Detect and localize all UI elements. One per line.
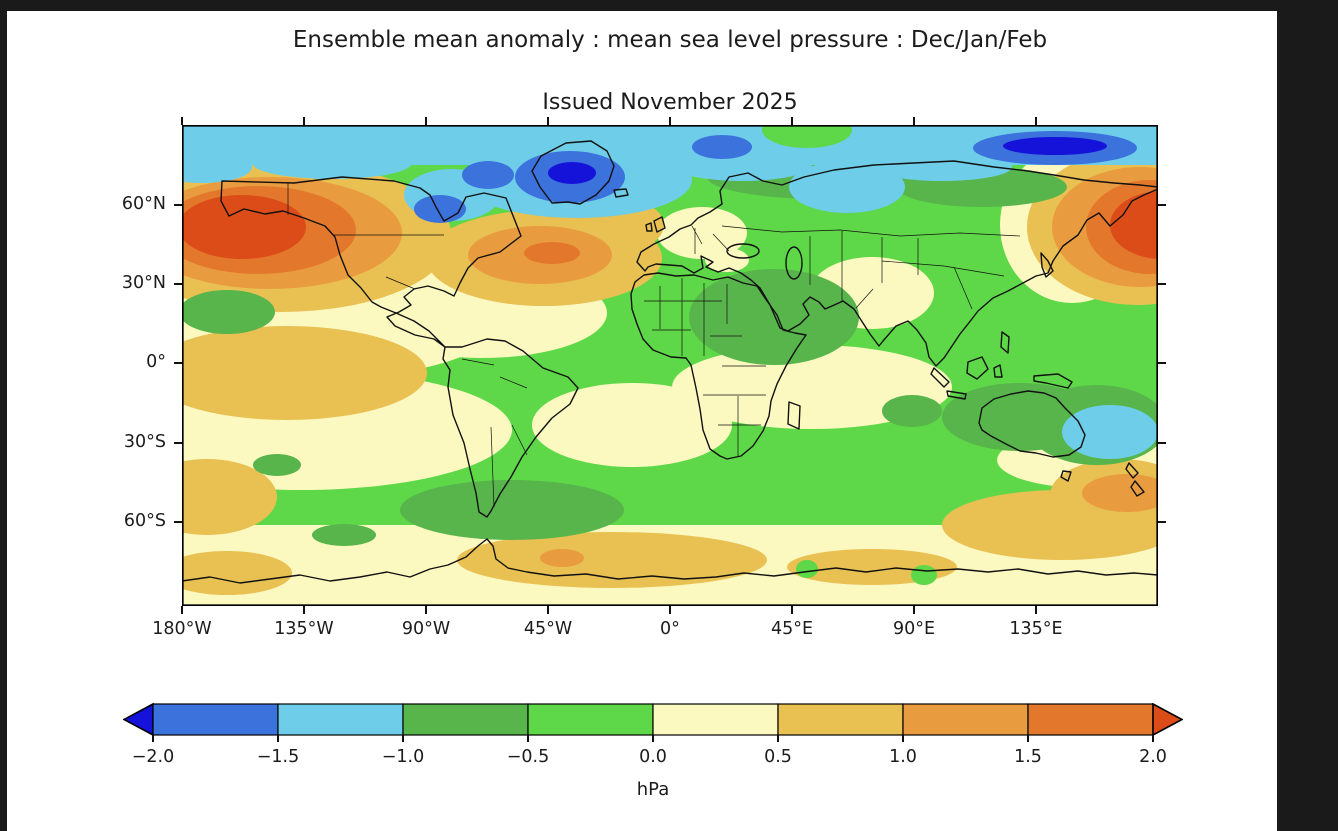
colorbar-tick xyxy=(1027,735,1029,742)
colorbar-tick xyxy=(152,735,154,742)
colorbar-tick xyxy=(777,735,779,742)
lat-tick-label: 60°N xyxy=(121,193,166,214)
colorbar-segment xyxy=(152,703,279,736)
lon-tick-bottom xyxy=(425,606,427,614)
lon-tick-top xyxy=(181,117,183,125)
map-frame xyxy=(182,125,1158,606)
colorbar-segment xyxy=(652,703,779,736)
lon-tick-bottom xyxy=(669,606,671,614)
colorbar-segment xyxy=(902,703,1029,736)
anomaly-map xyxy=(182,125,1158,606)
lon-tick-top xyxy=(791,117,793,125)
fill-layer-medium-green xyxy=(182,155,1158,546)
coast-madagascar xyxy=(787,401,801,430)
lat-tick-right xyxy=(1158,203,1166,206)
coast-caspian-sea xyxy=(785,246,803,280)
anomaly-map-svg xyxy=(182,125,1158,606)
lat-tick-right xyxy=(1158,441,1166,444)
lon-tick-top xyxy=(547,117,549,125)
coast-antarctica xyxy=(182,538,1158,584)
coast-south-america xyxy=(442,338,579,518)
lon-tick-label: 90°E xyxy=(892,619,936,639)
colorbar-segment xyxy=(777,703,904,736)
coast-africa xyxy=(630,272,807,460)
coast-black-sea xyxy=(726,243,760,259)
colorbar-tick xyxy=(652,735,654,742)
lat-tick-label: 30°N xyxy=(121,273,166,294)
colorbar-tick xyxy=(527,735,529,742)
lat-tick-left xyxy=(174,283,182,286)
colorbar-segment xyxy=(1027,703,1154,736)
chart-title: Ensemble mean anomaly : mean sea level p… xyxy=(292,27,1048,53)
coast-tasmania xyxy=(1060,470,1072,482)
lon-tick-label: 90°W xyxy=(401,619,451,639)
lon-tick-bottom xyxy=(303,606,305,614)
coast-greenland xyxy=(531,140,615,205)
lon-tick-bottom xyxy=(181,606,183,614)
figure: Ensemble mean anomaly : mean sea level p… xyxy=(7,11,1277,831)
colorbar-tick-label: −1.5 xyxy=(256,747,300,767)
colorbar-tick-label: 2.0 xyxy=(1139,747,1167,767)
lon-tick-top xyxy=(669,117,671,125)
colorbar-tick-label: 0.0 xyxy=(639,747,667,767)
lat-tick-label: 0° xyxy=(146,352,166,373)
fill-layer-red xyxy=(182,191,1158,259)
coast-british-isles xyxy=(645,216,666,233)
lon-tick-label: 0° xyxy=(660,619,680,639)
lon-tick-label: 180°W xyxy=(152,619,212,639)
lon-tick-label: 45°W xyxy=(523,619,573,639)
colorbar-tick-label: −0.5 xyxy=(506,747,550,767)
coast-eurasia xyxy=(636,160,1158,367)
colorbar-over-arrow xyxy=(1152,703,1183,736)
coast-maritime-se-asia xyxy=(930,331,1073,400)
lat-tick-right xyxy=(1158,283,1166,286)
colorbar-unit-label: hPa xyxy=(636,779,670,800)
lat-tick-left xyxy=(174,441,182,444)
coast-new-zealand xyxy=(1125,462,1145,497)
chart-subtitle: Issued November 2025 xyxy=(542,90,798,115)
colorbar-tick-label: 1.0 xyxy=(889,747,917,767)
lat-tick-right xyxy=(1158,362,1166,365)
colorbar-tick-label: 0.5 xyxy=(764,747,792,767)
country-borders xyxy=(287,183,1021,508)
lat-tick-left xyxy=(174,203,182,206)
lon-tick-label: 45°E xyxy=(770,619,814,639)
coastlines xyxy=(182,140,1158,584)
colorbar-tick xyxy=(402,735,404,742)
lat-tick-left xyxy=(174,520,182,523)
colorbar-tick-label: 1.5 xyxy=(1014,747,1042,767)
lon-tick-label: 135°E xyxy=(1009,619,1063,639)
lat-tick-label: 30°S xyxy=(123,431,166,452)
colorbar xyxy=(123,703,1183,736)
lon-tick-label: 135°W xyxy=(274,619,334,639)
lon-tick-top xyxy=(303,117,305,125)
lon-tick-top xyxy=(1035,117,1037,125)
colorbar-segment xyxy=(402,703,529,736)
lon-tick-top xyxy=(425,117,427,125)
colorbar-tick-label: −2.0 xyxy=(131,747,175,767)
fill-layer-dark-blue xyxy=(548,137,1107,184)
lat-tick-label: 60°S xyxy=(123,510,166,531)
lon-tick-top xyxy=(913,117,915,125)
coast-north-america xyxy=(220,176,522,348)
coast-japan xyxy=(1040,252,1054,278)
lat-tick-right xyxy=(1158,520,1166,523)
colorbar-under-arrow xyxy=(123,703,154,736)
lon-tick-bottom xyxy=(1035,606,1037,614)
lat-tick-left xyxy=(174,362,182,365)
lon-tick-bottom xyxy=(791,606,793,614)
colorbar-segment xyxy=(527,703,654,736)
colorbar-tick xyxy=(902,735,904,742)
colorbar-segment xyxy=(277,703,404,736)
coast-australia xyxy=(978,390,1086,458)
coast-iceland xyxy=(613,188,629,198)
lon-tick-bottom xyxy=(547,606,549,614)
colorbar-tick-label: −1.0 xyxy=(381,747,425,767)
colorbar-tick xyxy=(277,735,279,742)
fill-patch-top-green xyxy=(762,125,852,148)
lon-tick-bottom xyxy=(913,606,915,614)
colorbar-tick xyxy=(1152,735,1154,742)
